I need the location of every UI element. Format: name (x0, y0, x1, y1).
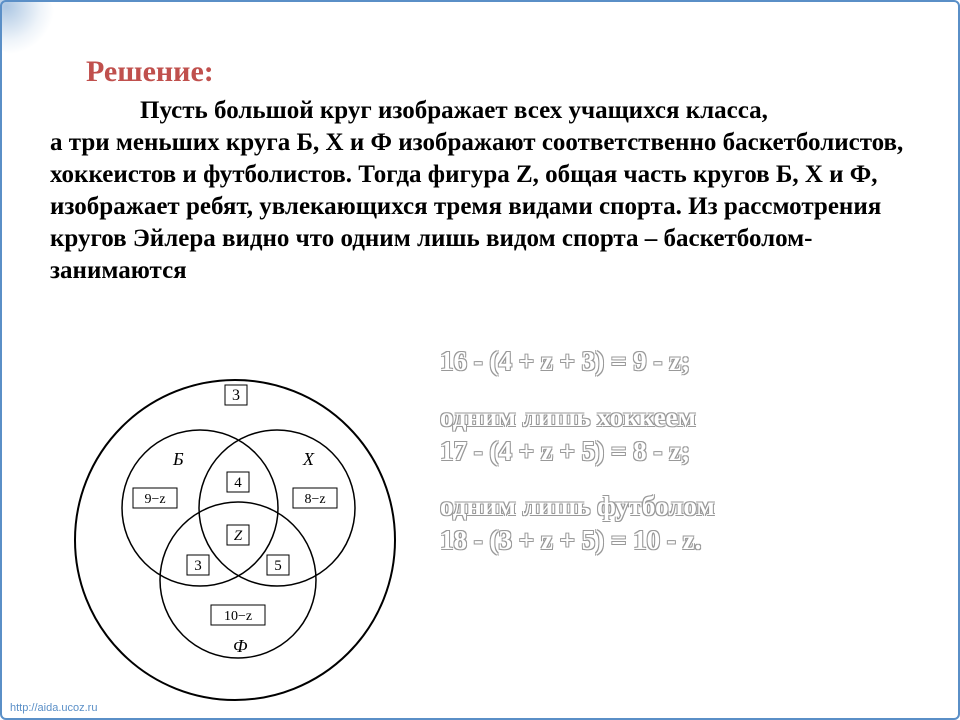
svg-text:4: 4 (234, 475, 242, 491)
formula-2: одним лишь хоккеем 17 - (4 + z + 5) = 8 … (440, 401, 940, 469)
venn-diagram: 3 Б 9−z Х 8−z 4 Z 3 5 10 (55, 370, 415, 710)
body-paragraph: Пусть большой круг изображает всех учащи… (50, 95, 920, 287)
svg-text:Z: Z (234, 528, 243, 544)
svg-text:3: 3 (194, 558, 202, 574)
formula-3: одним лишь футболом 18 - (3 + z + 5) = 1… (440, 490, 940, 558)
formula-2-text: 17 - (4 + z + 5) = 8 - z; (440, 436, 690, 466)
paragraph-first-line: Пусть большой круг изображает всех учащи… (50, 95, 920, 127)
formula-3-label: одним лишь футболом (440, 491, 715, 521)
svg-text:8−z: 8−z (304, 492, 325, 507)
svg-text:9−z: 9−z (144, 492, 165, 507)
svg-text:10−z: 10−z (224, 609, 252, 624)
label-X: Х (302, 449, 315, 469)
formula-1-text: 16 - (4 + z + 3) = 9 - z; (440, 346, 690, 376)
label-B: Б (172, 449, 184, 469)
svg-text:3: 3 (232, 387, 240, 404)
venn-svg: 3 Б 9−z Х 8−z 4 Z 3 5 10 (55, 370, 415, 710)
center-Z-box: Z (227, 525, 249, 545)
overlap-BF-box: 3 (187, 555, 209, 575)
formulas-block: 16 - (4 + z + 3) = 9 - z; одним лишь хок… (440, 345, 940, 580)
title: Решение: (50, 55, 920, 89)
overlap-XF-box: 5 (267, 555, 289, 575)
slide-content: Решение: Пусть большой круг изображает в… (0, 0, 960, 307)
region-X-box: 8−z (293, 488, 337, 508)
overlap-BX-box: 4 (227, 472, 249, 492)
paragraph-rest: а три меньших круга Б, Х и Ф изображают … (50, 129, 903, 284)
outer-label-box: 3 (225, 385, 247, 405)
formula-2-label: одним лишь хоккеем (440, 402, 696, 432)
region-B-box: 9−z (133, 488, 177, 508)
formula-1: 16 - (4 + z + 3) = 9 - z; (440, 345, 940, 379)
footer-url: http://aida.ucoz.ru (10, 702, 97, 714)
region-F-box: 10−z (211, 605, 265, 625)
svg-text:5: 5 (274, 558, 282, 574)
formula-3-text: 18 - (3 + z + 5) = 10 - z. (440, 525, 701, 555)
label-F: Ф (233, 636, 248, 656)
